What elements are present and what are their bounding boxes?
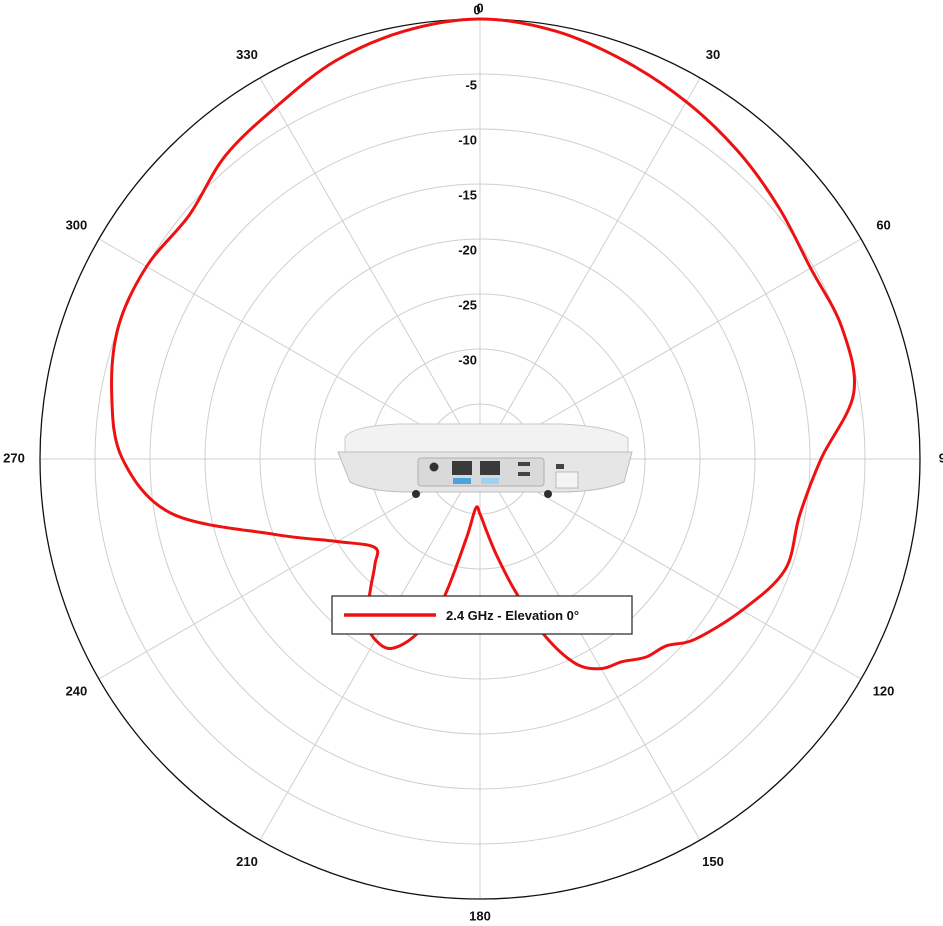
radial-tick-label: -5 (465, 77, 477, 92)
angle-tick-label: 300 (66, 217, 88, 232)
angle-tick-label: 30 (706, 47, 720, 62)
angle-tick-label: 150 (702, 854, 724, 869)
tick-labels: 03060901201501802102402703003300-5-10-15… (3, 0, 943, 923)
radial-tick-label: -15 (458, 187, 477, 202)
access-point-device-image (337, 423, 633, 498)
series-layer (110, 17, 856, 671)
legend: 2.4 GHz - Elevation 0° (331, 595, 633, 635)
radial-tick-label: -25 (458, 297, 477, 312)
angle-tick-label: 270 (3, 450, 25, 465)
angle-tick-label: 330 (236, 47, 258, 62)
grid-spoke (479, 77, 701, 460)
grid-spoke (479, 458, 862, 680)
angle-tick-label: 0 (476, 0, 483, 15)
grid-spoke (479, 238, 862, 460)
angle-tick-label: 210 (236, 854, 258, 869)
radial-tick-label: -20 (458, 242, 477, 257)
grid-spoke (259, 458, 481, 841)
radial-tick-label: -10 (458, 132, 477, 147)
angle-tick-label: 90 (939, 450, 943, 465)
grid-spoke (259, 77, 481, 460)
grid-spoke (479, 458, 701, 841)
radial-tick-label: -30 (458, 352, 477, 367)
angle-tick-label: 60 (876, 217, 890, 232)
radial-tick-label: 0 (473, 2, 480, 17)
series-line (110, 17, 856, 671)
angle-tick-label: 240 (66, 683, 88, 698)
angle-tick-label: 120 (873, 683, 895, 698)
angle-tick-label: 180 (469, 908, 491, 923)
grid-spoke (98, 238, 481, 460)
legend-label: 2.4 GHz - Elevation 0° (446, 608, 579, 623)
